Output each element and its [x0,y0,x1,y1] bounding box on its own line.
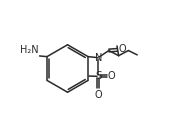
Text: N: N [95,53,102,63]
Text: O: O [108,71,115,81]
Text: H₂N: H₂N [20,45,39,55]
Text: O: O [94,90,102,100]
Text: S: S [95,71,102,81]
Text: O: O [119,44,126,54]
